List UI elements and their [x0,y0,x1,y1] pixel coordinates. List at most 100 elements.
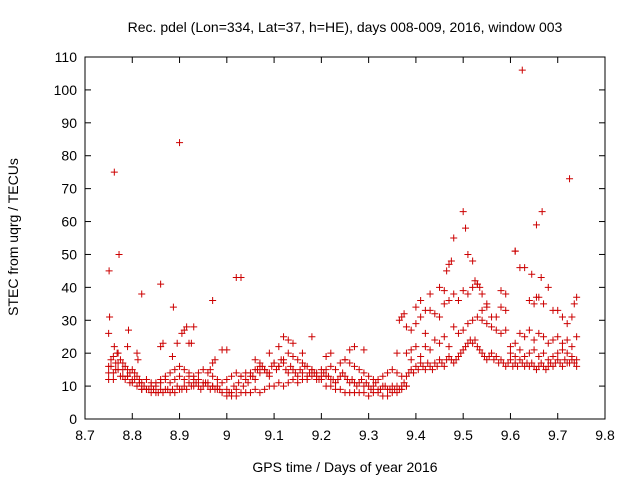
data-point [105,362,113,370]
data-point [190,323,198,331]
data-point [483,300,491,308]
y-tick-label: 90 [61,115,77,131]
data-point [568,343,576,351]
data-point [350,343,358,351]
data-point [540,333,548,341]
data-point [384,392,392,400]
data-point [213,376,221,384]
data-point [521,352,529,360]
data-point [514,362,522,370]
data-point [327,349,335,357]
data-point [176,372,184,380]
data-point [110,168,118,176]
data-point [112,359,120,367]
data-point [346,359,354,367]
data-point [530,336,538,344]
data-point [303,376,311,384]
data-point [105,267,113,275]
y-tick-label: 80 [61,148,77,164]
data-point [450,323,458,331]
data-point [374,376,382,384]
data-point [187,339,195,347]
data-point [270,382,278,390]
data-point [166,379,174,387]
data-point [428,366,436,374]
data-point [284,369,292,377]
data-point [171,366,179,374]
data-point [393,369,401,377]
data-points [105,66,581,400]
data-point [379,372,387,380]
data-point [459,326,467,334]
data-point [336,359,344,367]
data-point [166,369,174,377]
data-point [407,356,415,364]
data-point [488,323,496,331]
data-point [573,333,581,341]
y-tick-label: 20 [61,345,77,361]
data-point [322,352,330,360]
data-point [554,349,562,357]
data-point [443,267,451,275]
data-point [558,346,566,354]
data-point [570,300,578,308]
data-point [471,336,479,344]
data-point [478,290,486,298]
data-point [275,343,283,351]
data-point [459,208,467,216]
data-point [294,372,302,380]
data-point [294,356,302,364]
data-point [412,320,420,328]
data-point [417,352,425,360]
y-tick-label: 50 [61,246,77,262]
data-point [105,329,113,337]
data-point [211,356,219,364]
data-point [454,329,462,337]
data-point [194,369,202,377]
data-point [256,369,264,377]
data-point [544,283,552,291]
y-tick-label: 110 [55,49,78,65]
data-point [113,349,121,357]
data-point [530,300,538,308]
data-point [223,376,231,384]
data-point [265,369,273,377]
data-point [478,306,486,314]
plot-frame [84,56,606,420]
y-tick-label: 40 [61,279,77,295]
data-point [237,372,245,380]
data-point [346,346,354,354]
x-tick-label: 9.8 [595,427,615,443]
data-point [502,326,510,334]
data-point [554,333,562,341]
data-point [213,385,221,393]
data-point [124,326,132,334]
data-point [528,270,536,278]
data-point [109,369,117,377]
data-point [360,389,368,397]
data-point [358,376,366,384]
data-point [242,369,250,377]
data-point [355,366,363,374]
data-point [573,293,581,301]
data-point [538,208,546,216]
data-point [244,379,252,387]
data-point [469,316,477,324]
data-point [454,297,462,305]
data-point [124,372,132,380]
data-point [535,293,543,301]
data-point [410,369,418,377]
data-point [159,339,167,347]
data-point [421,306,429,314]
data-point [289,376,297,384]
data-point [115,250,123,258]
data-point [280,382,288,390]
data-point [218,379,226,387]
data-point [176,362,184,370]
data-point [497,329,505,337]
data-point [433,362,441,370]
data-point [284,336,292,344]
data-point [106,313,114,321]
data-point [445,297,453,305]
